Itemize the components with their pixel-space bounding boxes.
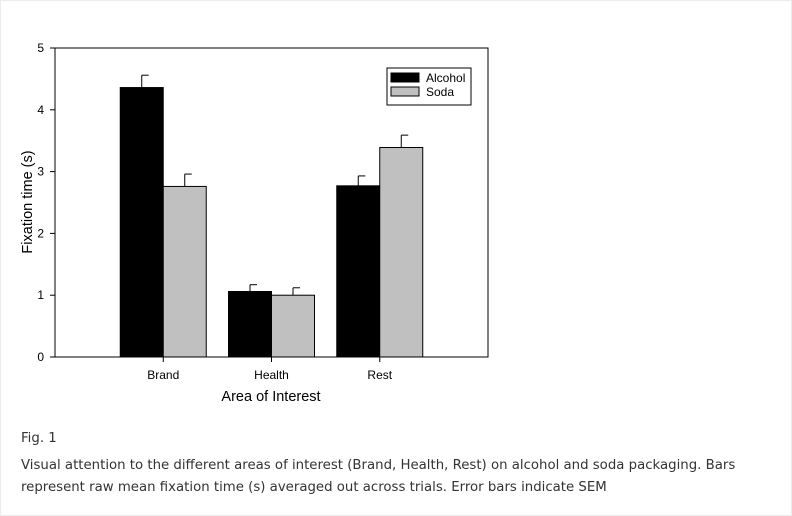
y-tick-label: 0	[37, 350, 44, 364]
y-axis-label: Fixation time (s)	[20, 150, 36, 253]
figure-label: Fig. 1	[21, 431, 57, 446]
x-tick-label: Health	[254, 368, 289, 382]
y-tick-label: 2	[37, 226, 44, 240]
y-tick-label: 3	[37, 165, 44, 179]
figure-caption: Visual attention to the different areas …	[21, 458, 736, 495]
bar-alcohol-health	[228, 290, 272, 358]
bar-soda-brand	[162, 185, 207, 358]
y-tick-label: 1	[37, 288, 44, 302]
bar-chart: 0 1 2 3 4 5 Brand Health Rest Area of Interest Fix…	[20, 41, 489, 405]
y-tick-label: 5	[37, 41, 44, 55]
legend-label: Alcohol	[426, 71, 465, 85]
x-axis-label: Area of Interest	[221, 389, 320, 405]
legend-swatch-soda	[390, 86, 420, 97]
bar-soda-health	[271, 294, 315, 358]
bar-soda-rest	[379, 146, 424, 358]
bar-alcohol-brand	[119, 87, 164, 358]
legend-label: Soda	[426, 85, 454, 99]
x-tick-label: Rest	[367, 368, 392, 382]
x-tick-label: Brand	[147, 368, 179, 382]
legend-swatch-alcohol	[390, 72, 420, 83]
y-tick-label: 4	[37, 103, 44, 117]
bar-alcohol-rest	[336, 185, 381, 358]
